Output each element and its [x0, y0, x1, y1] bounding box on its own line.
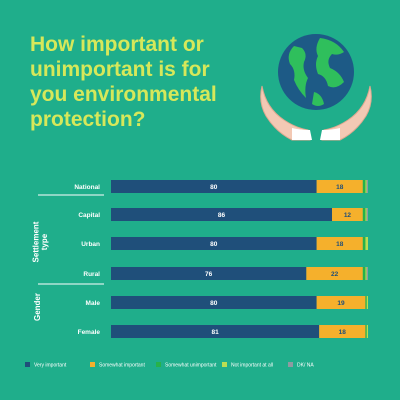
bar-segment-somewhat-unimportant [365, 296, 367, 309]
bar-segment-not-important-at-all [365, 267, 367, 280]
bar-segment-very-important [111, 325, 320, 338]
bar-segment-very-important [111, 237, 317, 250]
bar-segment-very-important [111, 296, 317, 309]
data-label-somewhat-important: 19 [337, 300, 345, 307]
bar-segment-very-important [111, 267, 307, 280]
legend-label-somewhat-unimportant: Somewhat unimportant [165, 363, 217, 369]
data-label-somewhat-important: 18 [336, 184, 344, 191]
bar-segment-not-important-at-all [365, 180, 367, 193]
legend-swatch-somewhat-important [90, 362, 95, 367]
bar-segment-somewhat-important [332, 208, 363, 221]
category-label-female: Female [78, 329, 101, 336]
chart-title: How important or unimportant is for you … [30, 33, 217, 131]
bar-segment-somewhat-important [316, 296, 366, 309]
data-label-somewhat-important: 22 [331, 271, 339, 278]
bar-segment-somewhat-unimportant [362, 267, 366, 280]
bar-segment-somewhat-unimportant [362, 208, 366, 221]
data-label-very-important: 80 [210, 241, 218, 248]
data-label-very-important: 86 [218, 212, 226, 219]
data-label-very-important: 81 [211, 329, 219, 336]
bar-segment-somewhat-important [319, 325, 366, 338]
bar-segment-dk-na [366, 180, 368, 193]
bar-segment-not-important-at-all [366, 325, 368, 338]
legend-label-somewhat-important: Somewhat important [99, 363, 145, 369]
legend-label-very-important: Very important [34, 363, 67, 369]
bar-segment-very-important [111, 208, 333, 221]
left-cuff [292, 128, 312, 140]
bar-segment-not-important-at-all [366, 296, 368, 309]
bar-segment-not-important-at-all [365, 237, 368, 250]
data-label-very-important: 76 [205, 271, 213, 278]
data-label-very-important: 80 [210, 184, 218, 191]
bar-segment-somewhat-important [306, 267, 363, 280]
globe-land-eurasia [316, 38, 344, 88]
category-label-male: Male [86, 300, 101, 307]
data-label-very-important: 80 [210, 300, 218, 307]
legend-label-dk-na: DK/ NA [297, 363, 314, 369]
category-label-urban: Urban [81, 241, 100, 248]
data-label-somewhat-important: 18 [336, 241, 344, 248]
legend-swatch-dk-na [288, 362, 293, 367]
bar-segment-somewhat-unimportant [365, 325, 367, 338]
globe-land-south [312, 92, 324, 106]
right-cuff [320, 128, 340, 140]
category-label-rural: Rural [83, 271, 100, 278]
legend-swatch-very-important [25, 362, 30, 367]
data-label-somewhat-important: 12 [344, 212, 352, 219]
legend-label-not-important-at-all: Not important at all [231, 363, 273, 369]
group-label-settlement-type: Settlementtype [31, 221, 49, 262]
bar-segment-dk-na [366, 208, 368, 221]
bar-segment-somewhat-unimportant [362, 180, 366, 193]
data-label-somewhat-important: 18 [339, 329, 347, 336]
bar-segment-somewhat-unimportant [362, 237, 366, 250]
globe-in-hands-illustration [260, 34, 372, 141]
group-label-gender: Gender [33, 293, 42, 321]
category-label-capital: Capital [78, 212, 100, 219]
bar-segment-dk-na [366, 267, 368, 280]
bar-segment-somewhat-important [316, 237, 363, 250]
legend-swatch-somewhat-unimportant [156, 362, 161, 367]
legend-swatch-not-important-at-all [222, 362, 227, 367]
bar-segment-somewhat-important [316, 180, 363, 193]
globe-land-americas [288, 46, 308, 98]
bar-segment-very-important [111, 180, 317, 193]
bar-segment-not-important-at-all [365, 208, 367, 221]
category-label-national: National [74, 184, 100, 191]
